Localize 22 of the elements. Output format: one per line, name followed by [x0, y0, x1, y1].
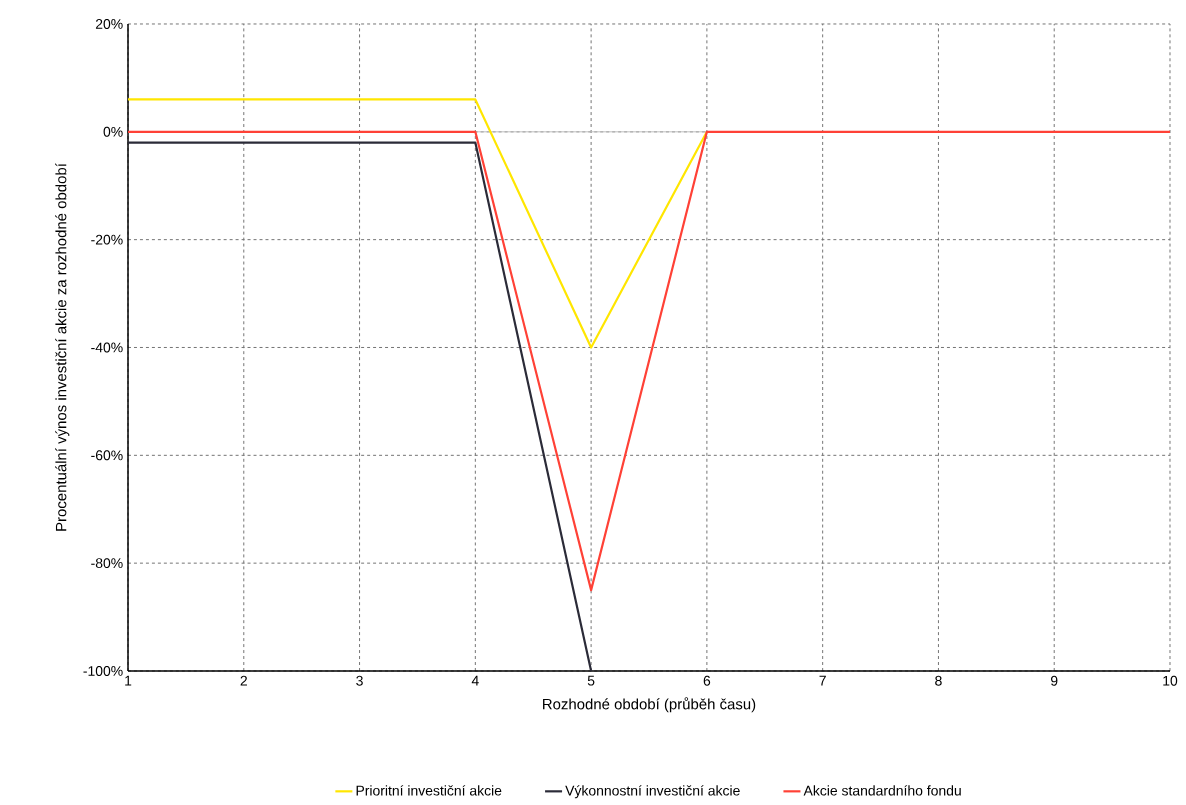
y-tick-label: 0% [103, 126, 123, 137]
x-tick-label: 3 [356, 675, 363, 686]
x-tick-label: 4 [471, 675, 479, 686]
legend-label: Akcie standardního fondu [803, 785, 961, 796]
y-tick-label: 20% [95, 19, 123, 29]
y-tick-label: -60% [91, 450, 123, 461]
x-axis-title: Rozhodné období (průběh času) [543, 697, 756, 713]
x-tick-label: 6 [703, 675, 711, 686]
y-axis-title: Procentuální výnos investiční akcie za rozhodné období [55, 163, 70, 531]
x-tick-label: 5 [587, 675, 595, 686]
y-tick-label: -100% [83, 666, 123, 676]
y-tick-label: -80% [91, 558, 123, 569]
x-tick-label: 10 [1163, 675, 1178, 686]
y-tick-label: -40% [91, 342, 123, 353]
x-tick-label: 2 [240, 675, 247, 686]
x-tick-label: 8 [935, 675, 942, 686]
x-tick-label: 7 [819, 675, 826, 686]
x-tick-label: 9 [1050, 675, 1058, 686]
legend-label: Prioritní investiční akcie [356, 785, 502, 796]
legend-label: Výkonnostní investiční akcie [565, 785, 740, 799]
x-tick-label: 1 [125, 675, 132, 686]
y-tick-label: -20% [91, 234, 123, 245]
